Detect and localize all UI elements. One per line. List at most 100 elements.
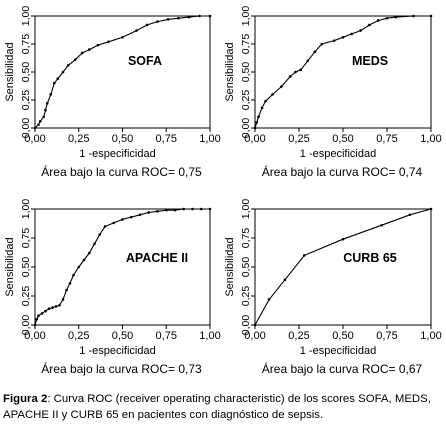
roc-curve-point	[283, 278, 287, 282]
roc-curve-point	[66, 63, 70, 67]
roc-curve-point	[56, 77, 60, 81]
roc-curve-point	[260, 106, 264, 110]
y-axis-label: Sensibilidad	[224, 42, 236, 101]
x-axis-label: 1 -especificidad	[300, 148, 376, 160]
y-tick-label: 0,25	[20, 90, 32, 111]
x-tick-label: 0,00	[24, 330, 45, 342]
roc-curve-point	[166, 18, 170, 21]
plot-frame	[34, 15, 211, 129]
x-tick-label: 0,00	[24, 133, 45, 145]
roc-curve-point	[264, 99, 267, 103]
roc-curve-point	[121, 35, 124, 39]
x-tick-label: 0,75	[156, 330, 177, 342]
y-tick-label: 0,00	[20, 118, 32, 139]
roc-curve-point	[177, 16, 180, 20]
auc-label: Área bajo la curva ROC= 0,67	[262, 361, 423, 376]
roc-curve-point	[82, 258, 86, 262]
roc-figure: 0,00 0,25 0,50 0,75 1,00 0,00 0,25 0,50 0,75 1,00…	[4, 6, 442, 376]
roc-curve-line	[34, 208, 210, 326]
figure-caption: Figura 2: Curva ROC (receiver operating …	[3, 392, 443, 423]
roc-curve-point	[341, 35, 345, 39]
roc-curve-point	[332, 39, 336, 42]
auc-label: Área bajo la curva ROC= 0,73	[41, 361, 202, 376]
x-tick-label: 0,25	[288, 330, 309, 342]
x-tick-label: 0,75	[376, 330, 397, 342]
x-axis-label: 1 -especificidad	[300, 345, 376, 357]
roc-curve-point	[103, 225, 107, 228]
roc-curve-point	[320, 42, 324, 46]
roc-curve-point	[98, 233, 102, 236]
plot-frame	[254, 15, 432, 129]
y-axis-label: Sensibilidad	[4, 42, 16, 101]
roc-curve-point	[129, 215, 133, 219]
score-label: SOFA	[128, 54, 162, 68]
y-tick-label: 0,75	[20, 34, 32, 55]
y-axis-label: Sensibilidad	[4, 237, 16, 296]
roc-curve-point	[112, 221, 116, 225]
x-tick-label: 0,50	[112, 330, 133, 342]
roc-curve-point	[412, 14, 415, 18]
roc-curve-point	[156, 210, 159, 213]
roc-curve-point	[208, 14, 212, 18]
roc-curve-point	[198, 14, 201, 18]
x-axis-label: 1 -especificidad	[79, 148, 155, 160]
roc-curve-point	[37, 123, 40, 126]
x-tick-label: 1,00	[420, 330, 441, 342]
roc-curve-point	[182, 207, 186, 211]
roc-curve-point	[44, 108, 47, 112]
roc-curve-point	[96, 43, 100, 47]
roc-curve-point	[45, 102, 49, 105]
roc-curve-point	[54, 305, 58, 308]
y-tick-label: 1,00	[20, 6, 32, 27]
y-tick-label: 0,25	[20, 286, 32, 307]
roc-curve-point	[73, 58, 77, 61]
roc-curve-point	[191, 207, 194, 211]
x-axis-label: 1 -especificidad	[79, 345, 155, 357]
roc-curve-point	[313, 50, 317, 54]
plot-frame	[34, 208, 211, 326]
roc-curve-point	[376, 19, 380, 22]
y-tick-label: 0,75	[240, 34, 252, 55]
roc-curve-point	[385, 16, 389, 20]
y-tick-label: 0,00	[20, 315, 32, 336]
roc-curve-point	[394, 15, 398, 19]
roc-curve-point	[429, 207, 433, 211]
roc-curve-point	[61, 298, 65, 301]
x-tick-label: 0,50	[112, 133, 133, 145]
x-tick-label: 0,50	[332, 133, 353, 145]
roc-curve-line	[34, 15, 210, 129]
y-tick-label: 0,75	[20, 228, 32, 249]
x-tick-label: 0,00	[244, 330, 265, 342]
roc-curve-point	[52, 81, 56, 85]
roc-curve-point	[280, 85, 283, 88]
roc-curve-point	[271, 93, 274, 96]
y-tick-label: 0,50	[240, 62, 252, 83]
roc-curve-point	[253, 323, 257, 327]
roc-curve-point	[37, 314, 40, 318]
roc-curve-point	[408, 213, 412, 217]
caption-text: : Curva ROC (receiver operating characte…	[3, 393, 431, 421]
roc-curve-point	[44, 309, 47, 313]
y-tick-label: 0,75	[240, 228, 252, 249]
y-tick-label: 1,00	[20, 199, 32, 220]
roc-curve-point	[135, 29, 138, 32]
roc-curve-point	[49, 93, 53, 96]
roc-curve-point	[33, 126, 37, 130]
y-tick-label: 0,00	[240, 315, 252, 336]
roc-curve-point	[40, 312, 44, 315]
auc-label: Área bajo la curva ROC= 0,75	[41, 164, 202, 179]
y-tick-label: 0,25	[240, 286, 252, 307]
roc-curve-point	[87, 251, 91, 255]
roc-curve-point	[80, 51, 84, 55]
roc-curve-point	[199, 207, 203, 211]
roc-curve-line	[254, 208, 432, 326]
roc-curve-point	[77, 265, 81, 269]
roc-curve-point	[138, 213, 142, 217]
roc-curve-point	[187, 15, 191, 19]
caption-label: Figura 2	[3, 393, 48, 405]
roc-curve-point	[145, 23, 149, 27]
roc-curve-point	[253, 126, 257, 130]
roc-curve-point	[87, 48, 91, 51]
y-tick-label: 1,00	[240, 199, 252, 220]
y-axis-label: Sensibilidad	[224, 237, 236, 296]
